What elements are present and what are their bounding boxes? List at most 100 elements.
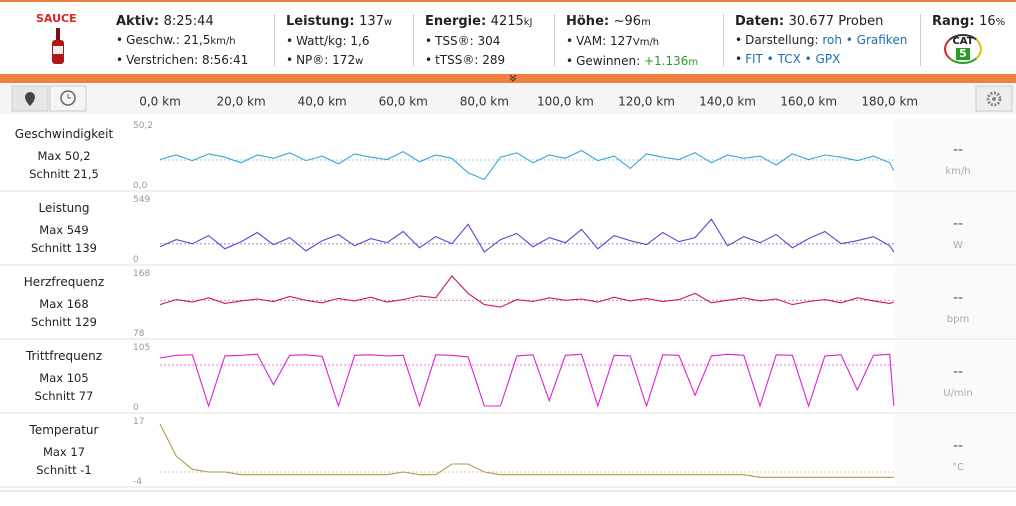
separator [723,14,724,66]
panel-label-bg [0,340,128,412]
stat-label: tTSS®: [435,53,479,67]
unit-label: W [953,240,963,251]
series-line [159,149,895,181]
cat-number: 5 [956,48,970,60]
stat-row: NP®: 172w [286,51,392,71]
current-value: -- [953,438,963,454]
x-tick-label: 80,0 km [460,95,509,109]
link[interactable]: Grafiken [856,33,908,47]
panel-stat: Max 549 [39,223,88,237]
panel-side-bg [895,266,1016,338]
stat-title: Höhe: ~96m [566,12,698,32]
stat-unit: w [355,56,364,67]
stat-row: TSS®: 304 [425,32,533,51]
stat-label: Gewinnen: [576,54,641,68]
current-value: -- [953,142,963,158]
y-tick-label: 0 [133,403,139,413]
stat-unit: m [641,17,651,28]
stat-label: Verstrichen: [126,53,199,67]
stat-value: 172 [332,53,356,67]
stat-unit: Vm/h [632,37,660,48]
x-tick-label: 100,0 km [537,95,594,109]
link[interactable]: GPX [815,52,841,66]
stat-value: 1,6 [350,34,370,48]
stat-unit: w [383,17,393,28]
panel-title: Herzfrequenz [24,275,104,289]
cat-label: CAT [952,36,974,47]
stat-title: Daten: 30.677 Proben [735,12,907,31]
panel-stat: Schnitt 129 [31,315,97,329]
logo-bottle [52,28,64,64]
y-tick-label: 50,2 [133,121,153,131]
header: SAUCE Aktiv: 8:25:44 Geschw.: 21,5km/h Ver… [0,0,1016,72]
stat-label: Rang: [932,14,975,29]
link[interactable]: roh [822,33,842,47]
panel-stat: Max 105 [39,371,88,385]
series-line [159,423,894,478]
stat-label: TSS®: [435,34,474,48]
stat-value: 4215 [490,14,524,29]
stat-title: Energie: 4215kJ [425,12,533,32]
stat-row: Geschw.: 21,5km/h [116,31,248,51]
series-line [159,275,894,308]
separator [274,14,275,66]
panel-label-bg [0,266,128,338]
stat-label: Geschw.: [126,33,180,47]
unit-label: U/min [943,388,973,399]
stat-group: Rang: 16% CAT 5 [932,12,1005,64]
stat-label: Daten: [735,14,785,29]
stat-row: Watt/kg: 1,6 [286,32,392,51]
separator [554,14,555,66]
time-tab[interactable] [49,85,87,112]
panel-label-bg [0,118,128,190]
stat-label: Watt/kg: [296,34,347,48]
y-tick-label: 78 [133,329,145,339]
stat-value: ~96 [613,14,642,29]
panel-title: Temperatur [29,423,99,437]
x-tick-label: 60,0 km [379,95,428,109]
collapse-bar[interactable] [0,74,1016,83]
stat-label: Aktiv: [116,14,160,29]
panel-stat: Max 50,2 [37,149,90,163]
x-tick-label: 180,0 km [861,95,918,109]
y-tick-label: 0,0 [133,181,148,191]
logo: SAUCE [36,12,77,25]
panel-side-bg [895,414,1016,486]
current-value: -- [953,290,963,306]
panel-side-bg [895,340,1016,412]
y-tick-label: 0 [133,255,139,265]
stat-title: Leistung: 137w [286,12,392,32]
link[interactable]: FIT [745,52,763,66]
chart: 0,0 km 20,0 km 40,0 km 60,0 km 80,0 km 100,0 … [0,84,1016,492]
link[interactable]: TCX [777,52,801,66]
y-tick-label: 168 [133,269,150,279]
stat-row: tTSS®: 289 [425,51,533,70]
panel-stat: Max 168 [39,297,88,311]
stat-row: FIT • TCX • GPX [735,50,907,69]
panel-stat: Schnitt 77 [35,389,94,403]
y-tick-label: -4 [133,477,142,487]
current-value: -- [953,216,963,232]
stat-unit: % [995,17,1006,28]
stat-label: NP®: [296,53,329,67]
stat-title: Rang: 16% [932,12,1005,32]
stat-row: Darstellung: roh • Grafiken [735,31,907,50]
panel-stat: Max 17 [43,445,85,459]
stat-label: Leistung: [286,14,355,29]
x-tick-label: 40,0 km [298,95,347,109]
panel-stat: Schnitt 21,5 [29,167,99,181]
stat-value: 8:25:44 [163,14,214,29]
x-tick-label: 140,0 km [699,95,756,109]
x-tick-label: 120,0 km [618,95,675,109]
y-tick-label: 17 [133,417,144,427]
stat-value: 16 [979,14,996,29]
panel-label-bg [0,414,128,486]
stat-value: 304 [477,34,501,48]
y-tick-label: 105 [133,343,150,353]
stat-group: Daten: 30.677 ProbenDarstellung: roh • G… [735,12,907,69]
series-line [159,353,895,408]
panel-title: Trittfrequenz [25,349,102,363]
stat-group: Aktiv: 8:25:44 Geschw.: 21,5km/h Verstrich… [116,12,248,70]
stat-value: 8:56:41 [201,53,249,67]
stat-unit: km/h [210,36,236,47]
